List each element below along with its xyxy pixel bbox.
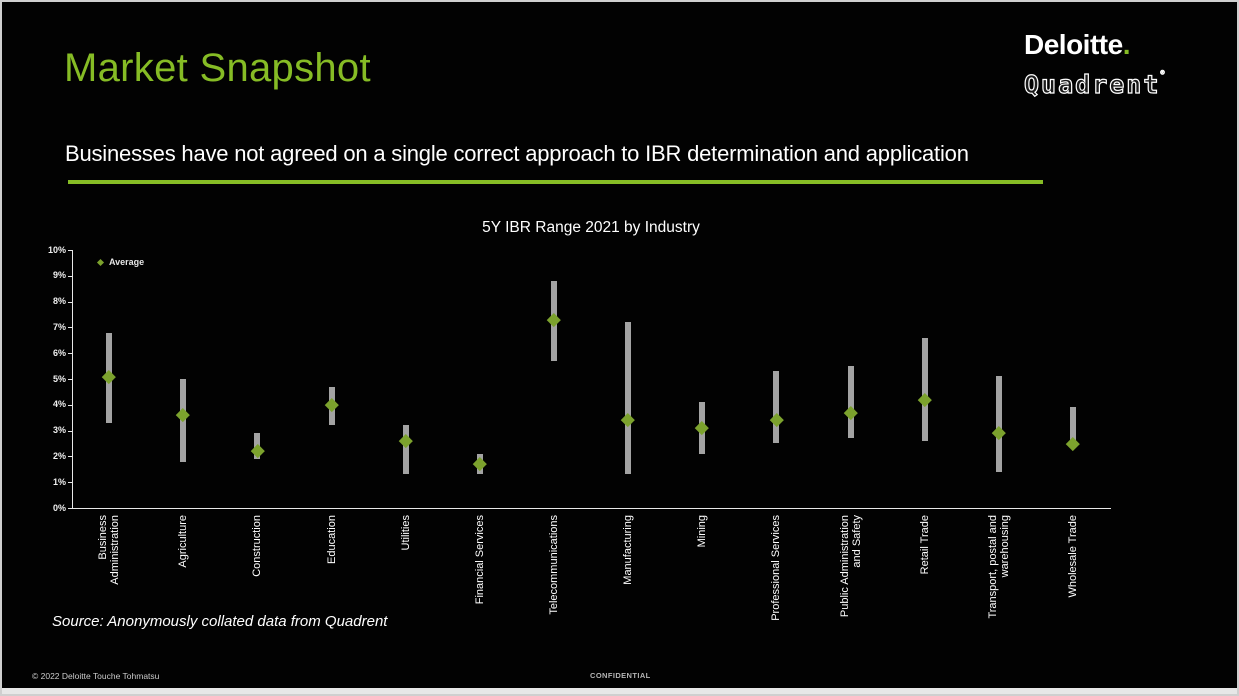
y-axis-tick-label: 4% (52, 399, 66, 410)
category-label: Agriculture (177, 515, 190, 568)
range-bar (625, 322, 632, 475)
deloitte-logo-text: Deloitte (1024, 29, 1123, 60)
source-note: Source: Anonymously collated data from Q… (52, 613, 388, 630)
y-axis-tick-mark (68, 482, 72, 484)
y-axis-line (72, 250, 73, 509)
y-axis-tick-mark (68, 250, 72, 251)
category-label: Manufacturing (622, 515, 635, 585)
confidential-label: CONFIDENTIAL (590, 671, 651, 680)
average-diamond-icon (398, 434, 413, 448)
y-axis-tick-mark (68, 430, 72, 432)
average-diamond-icon (621, 413, 635, 428)
y-axis-tick-mark (68, 456, 72, 458)
y-axis-tick-label: 7% (52, 321, 66, 332)
average-diamond-icon (917, 392, 932, 407)
legend-label: Average (109, 257, 145, 267)
average-diamond-icon (102, 369, 116, 384)
category-label: Utilities (399, 515, 412, 551)
quadrent-logo: Quadrent® (1023, 60, 1165, 99)
average-diamond-icon (843, 405, 858, 420)
bottom-strip (2, 688, 1237, 694)
green-divider-rule (68, 180, 1043, 184)
category-label: Public Administration and Safety (838, 515, 863, 618)
category-label: Retail Trade (918, 515, 931, 575)
category-label: Construction (251, 515, 264, 577)
average-diamond-icon (472, 457, 487, 471)
category-label: Mining (696, 515, 709, 548)
y-axis-tick-label: 1% (52, 476, 66, 487)
y-axis-tick-label: 3% (52, 425, 66, 436)
deloitte-logo: Deloitte. (1024, 30, 1165, 60)
x-axis-line (72, 508, 1111, 509)
y-axis-tick-mark (68, 353, 72, 355)
quadrent-logo-text: Quadrent (1023, 70, 1161, 99)
registered-trademark-icon: ® (1160, 69, 1165, 78)
y-axis-tick-label: 5% (52, 373, 66, 384)
category-label: Business Administration (97, 515, 122, 585)
category-label: Professional Services (770, 515, 783, 621)
copyright-text: © 2022 Deloitte Touche Tohmatsu (32, 671, 160, 681)
range-bar (1069, 407, 1076, 447)
category-label: Wholesale Trade (1066, 515, 1079, 598)
logo-block: Deloitte. Quadrent® (1023, 30, 1165, 99)
y-axis-tick-label: 0% (52, 502, 66, 513)
y-axis-tick-label: 6% (52, 347, 66, 358)
chart-title: 5Y IBR Range 2021 by Industry (482, 219, 700, 236)
y-axis-tick-label: 9% (52, 270, 66, 281)
page-title: Market Snapshot (64, 46, 371, 90)
range-bar (921, 337, 928, 441)
average-diamond-icon (991, 426, 1006, 440)
y-axis-tick-label: 10% (47, 244, 66, 255)
y-axis-tick-mark (68, 508, 72, 509)
range-bar (402, 425, 409, 475)
category-label: Telecommunications (547, 515, 560, 615)
subtitle: Businesses have not agreed on a single c… (65, 141, 969, 166)
average-diamond-icon (547, 312, 561, 327)
deloitte-green-dot-icon: . (1122, 29, 1131, 60)
range-bar (995, 376, 1002, 472)
legend-diamond-icon (96, 258, 105, 267)
average-diamond-icon (769, 413, 784, 428)
category-label: Transport, postal and warehousing (986, 515, 1011, 619)
y-axis-tick-mark (68, 301, 72, 303)
range-bar (847, 366, 854, 439)
average-diamond-icon (695, 421, 709, 435)
average-diamond-icon (324, 398, 339, 412)
y-axis-tick-mark (68, 327, 72, 329)
y-axis-tick-mark (68, 275, 72, 277)
average-diamond-icon (1066, 436, 1080, 451)
category-label: Education (325, 515, 338, 564)
range-bar (773, 371, 780, 444)
y-axis-tick-label: 2% (52, 450, 66, 461)
y-axis-tick-mark (68, 404, 72, 406)
category-label: Financial Services (473, 515, 486, 605)
y-axis-tick-label: 8% (52, 296, 66, 307)
average-diamond-icon (250, 444, 265, 459)
average-diamond-icon (176, 408, 190, 422)
y-axis-tick-mark (68, 379, 72, 380)
